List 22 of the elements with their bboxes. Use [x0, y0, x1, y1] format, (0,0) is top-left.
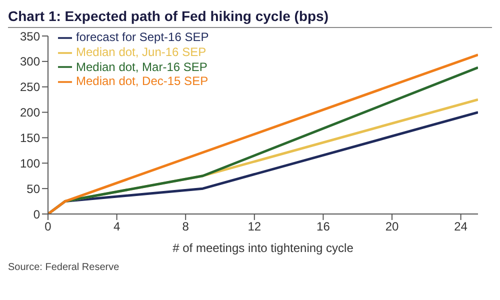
source-note: Source: Federal Reserve	[8, 262, 120, 273]
y-tick-label: 200	[20, 106, 40, 120]
legend-label: Median dot, Dec-15 SEP	[76, 74, 208, 88]
x-tick-label: 4	[113, 220, 120, 234]
legend-label: forecast for Sept-16 SEP	[76, 30, 209, 44]
x-tick-label: 0	[44, 220, 52, 234]
legend-label: Median dot, Jun-16 SEP	[76, 44, 206, 59]
x-tick-label: 8	[182, 220, 190, 234]
y-tick-label: 350	[20, 29, 40, 44]
y-tick-label: 150	[20, 130, 40, 145]
x-tick-label: 16	[316, 220, 330, 234]
x-tick-label: 24	[454, 220, 468, 234]
x-axis-title: # of meetings into tightening cycle	[172, 241, 354, 255]
y-tick-label: 50	[26, 182, 40, 196]
chart-title: Chart 1: Expected path of Fed hiking cycle (bps)	[8, 8, 492, 28]
x-tick-label: 12	[248, 220, 262, 234]
y-tick-label: 300	[20, 54, 40, 69]
x-tick-label: 20	[385, 220, 399, 234]
y-tick-label: 0	[33, 207, 40, 222]
legend-label: Median dot, Mar-16 SEP	[76, 60, 208, 74]
y-tick-label: 250	[20, 80, 40, 94]
y-tick-label: 100	[20, 156, 40, 170]
